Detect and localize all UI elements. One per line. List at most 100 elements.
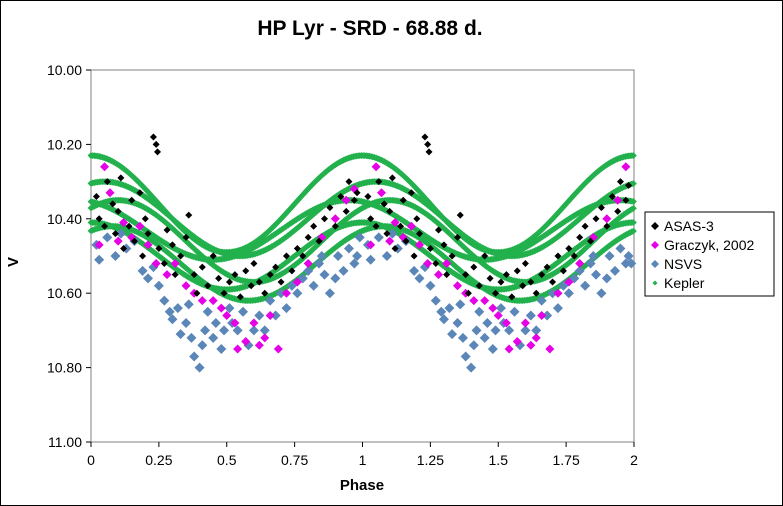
data-point — [542, 310, 553, 321]
data-point — [349, 258, 360, 269]
y-tick-label: 10.80 — [47, 360, 82, 376]
data-point — [183, 299, 194, 310]
data-point — [438, 314, 449, 325]
data-point — [319, 269, 330, 280]
data-point — [543, 263, 551, 271]
kepler-point — [291, 200, 299, 208]
data-point — [432, 259, 440, 267]
x-tick-label: 1.75 — [553, 452, 580, 468]
data-point — [119, 218, 129, 228]
legend-box — [644, 211, 775, 297]
data-point — [143, 273, 154, 284]
chart-title: HP Lyr - SRD - 68.88 d. — [257, 17, 482, 40]
data-point — [338, 265, 349, 276]
data-point — [350, 196, 358, 204]
data-point — [527, 278, 535, 286]
data-point — [512, 337, 522, 347]
data-point — [565, 245, 573, 253]
data-point — [333, 251, 344, 261]
data-point — [604, 251, 615, 261]
data-point — [292, 288, 303, 299]
data-point — [385, 236, 395, 246]
data-point — [236, 293, 244, 301]
data-point — [388, 174, 396, 182]
data-point — [94, 254, 105, 265]
data-point — [281, 303, 292, 314]
data-point — [181, 317, 192, 328]
data-point — [342, 207, 350, 215]
data-point — [444, 303, 455, 314]
data-point — [242, 267, 250, 275]
data-point — [220, 289, 228, 297]
data-point — [387, 228, 398, 239]
data-point — [580, 280, 591, 291]
data-point — [513, 267, 521, 275]
data-point — [601, 273, 612, 284]
data-point — [397, 222, 405, 230]
legend-marker — [651, 260, 659, 268]
data-point — [588, 251, 599, 261]
data-point — [197, 296, 207, 306]
data-point — [102, 232, 113, 243]
data-point — [233, 344, 243, 354]
data-point — [552, 303, 563, 314]
data-point — [390, 218, 400, 228]
legend-label: ASAS-3 — [664, 218, 714, 234]
data-point — [402, 237, 410, 245]
data-point — [193, 289, 201, 297]
data-point — [266, 271, 274, 279]
data-point — [440, 241, 448, 249]
data-point — [537, 311, 547, 321]
data-point — [331, 222, 339, 230]
data-point — [581, 222, 589, 230]
data-point — [181, 281, 191, 291]
data-point — [482, 317, 493, 328]
data-point — [464, 289, 472, 297]
kepler-point — [630, 198, 637, 205]
data-point — [200, 325, 211, 336]
data-point — [224, 303, 235, 314]
data-point — [177, 252, 185, 260]
kepler-point — [284, 207, 292, 215]
series-asas-3 — [92, 133, 633, 301]
x-tick-label: 1.5 — [489, 452, 509, 468]
data-point — [452, 317, 463, 328]
data-point — [215, 274, 223, 282]
data-point — [425, 280, 436, 291]
data-point — [230, 318, 240, 328]
data-point — [254, 340, 264, 350]
data-point — [136, 189, 144, 197]
x-tick-label: 0.5 — [217, 452, 237, 468]
kepler-point — [287, 204, 295, 211]
data-point — [341, 195, 351, 205]
data-point — [399, 196, 407, 204]
kepler-point — [424, 198, 432, 205]
data-point — [508, 293, 516, 301]
data-point — [380, 200, 388, 208]
data-point — [625, 181, 633, 189]
data-point — [259, 325, 270, 336]
data-point — [167, 314, 178, 325]
kepler-point — [630, 219, 637, 226]
data-point — [481, 252, 489, 260]
x-tick-label: 0.75 — [281, 452, 308, 468]
data-point — [425, 148, 433, 156]
data-point — [143, 240, 153, 250]
data-point — [487, 344, 498, 354]
data-point — [616, 178, 624, 186]
data-point — [430, 295, 441, 306]
data-point — [457, 332, 468, 343]
legend-marker — [651, 222, 659, 230]
data-point — [303, 258, 313, 268]
data-point — [469, 296, 479, 306]
data-point — [190, 271, 198, 279]
data-point — [564, 277, 574, 287]
kepler-point — [630, 152, 637, 159]
data-point — [272, 263, 280, 271]
data-point — [308, 280, 319, 291]
x-tick-label: 1.25 — [417, 452, 444, 468]
kepler-point — [421, 194, 429, 202]
data-point — [310, 222, 318, 230]
data-point — [381, 251, 392, 261]
data-point — [248, 325, 259, 336]
